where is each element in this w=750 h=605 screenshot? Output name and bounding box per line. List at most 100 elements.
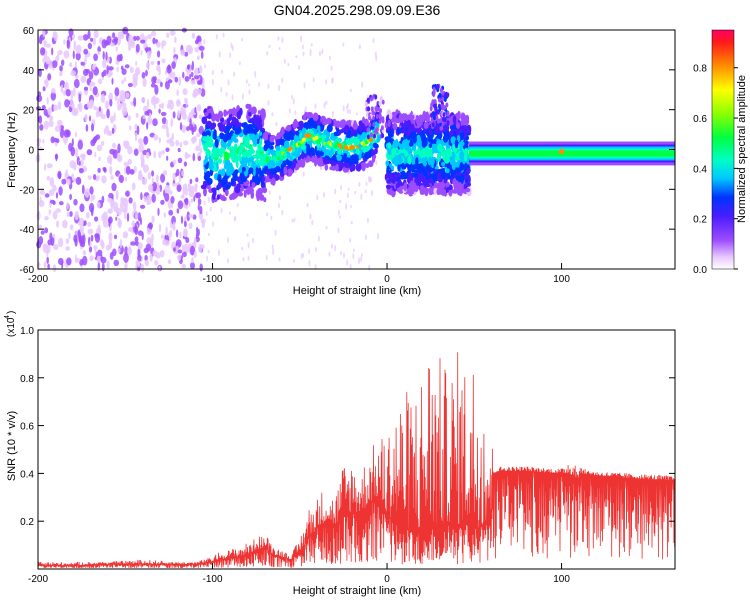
heatmap-cell — [82, 255, 88, 266]
heatmap-cell — [84, 188, 90, 198]
heatmap-cell — [401, 162, 405, 170]
heatmap-cell — [89, 186, 94, 195]
heatmap-cell — [106, 129, 111, 136]
colorbar-tick-label: 0.0 — [693, 265, 707, 276]
heatmap-cell — [378, 108, 382, 114]
heatmap-cell — [219, 117, 225, 123]
heatmap-cell — [172, 221, 176, 230]
heatmap-cell — [84, 113, 88, 122]
heatmap-cell — [354, 190, 357, 195]
heatmap-cell — [119, 238, 123, 249]
heatmap-cell — [314, 158, 318, 167]
heatmap-cell — [433, 187, 438, 195]
heatmap-cell — [203, 173, 210, 182]
heatmap-cell — [106, 260, 110, 270]
heatmap-cell — [42, 28, 46, 38]
heatmap-cell — [438, 118, 442, 124]
heatmap-cell — [81, 184, 85, 195]
heatmap-cell — [60, 84, 64, 94]
heatmap-cell — [113, 112, 116, 122]
heatmap-cell — [154, 260, 159, 266]
heatmap-cell — [298, 159, 304, 168]
heatmap-cell — [190, 198, 194, 203]
heatmap-cell — [364, 151, 370, 160]
heatmap-cell — [134, 236, 139, 243]
heatmap-cell — [160, 199, 165, 205]
heatmap-cell — [128, 34, 134, 45]
heatmap-cell — [43, 40, 47, 45]
heatmap-cell — [200, 184, 207, 190]
heatmap-cell — [230, 177, 234, 187]
heatmap-cell — [316, 125, 321, 132]
heatmap-cell — [88, 115, 92, 122]
heatmap-cell — [106, 65, 109, 75]
heatmap-cell — [108, 71, 113, 76]
spectrogram-x-label: Height of straight line (km) — [293, 285, 421, 297]
heatmap-cell — [51, 60, 58, 68]
heatmap-cell — [457, 135, 461, 142]
heatmap-cell — [197, 155, 202, 161]
heatmap-cell — [312, 112, 319, 122]
heatmap-cell — [298, 65, 301, 70]
heatmap-cell — [231, 45, 234, 51]
heatmap-cell — [309, 51, 312, 56]
heatmap-cell — [50, 237, 55, 247]
heatmap-cell — [334, 188, 337, 195]
heatmap-cell — [181, 251, 187, 258]
heatmap-cell — [72, 87, 76, 97]
heatmap-cell — [177, 249, 183, 254]
heatmap-cell — [182, 186, 185, 197]
heatmap-cell — [322, 157, 328, 165]
heatmap-cell — [131, 220, 136, 228]
heatmap-cell — [114, 36, 118, 43]
heatmap-cell — [415, 114, 419, 125]
heatmap-cell — [337, 227, 340, 234]
heatmap-cell — [151, 193, 156, 203]
heatmap-cell — [258, 81, 261, 87]
heatmap-cell — [276, 132, 282, 140]
heatmap-cell — [423, 121, 429, 129]
heatmap-cell — [252, 237, 255, 244]
heatmap-cell — [234, 169, 239, 174]
heatmap-cell — [191, 60, 194, 71]
heatmap-cell — [203, 39, 206, 44]
heatmap-cell — [302, 171, 305, 177]
heatmap-cell — [241, 166, 246, 172]
heatmap-cell — [321, 48, 324, 55]
heatmap-cell — [251, 182, 256, 188]
heatmap-cell — [465, 187, 471, 193]
heatmap-cell — [123, 252, 129, 263]
heatmap-cell — [65, 169, 68, 177]
heatmap-cell — [423, 113, 430, 118]
heatmap-cell — [217, 181, 222, 190]
heatmap-cell — [226, 152, 230, 160]
heatmap-cell — [460, 131, 465, 141]
heatmap-cell — [227, 236, 229, 244]
heatmap-cell — [262, 187, 268, 194]
heatmap-cell — [135, 43, 140, 53]
heatmap-cell — [39, 195, 42, 203]
heatmap-cell — [346, 163, 350, 169]
heatmap-cell — [364, 101, 368, 107]
heatmap-cell — [153, 150, 157, 159]
heatmap-cell — [152, 37, 156, 45]
y-tick-label: -20 — [20, 185, 35, 196]
spectrogram-y-label: Frequency (Hz) — [6, 112, 18, 188]
heatmap-cell — [172, 111, 176, 119]
heatmap-cell — [142, 114, 146, 120]
heatmap-cell — [152, 118, 158, 127]
heatmap-cell — [459, 174, 465, 183]
heatmap-cell — [277, 202, 280, 209]
x-tick-label: 100 — [553, 274, 570, 285]
heatmap-cell — [314, 264, 317, 269]
heatmap-cell — [142, 105, 149, 112]
heatmap-cell — [147, 171, 151, 180]
heatmap-cell — [378, 119, 382, 124]
heatmap-cell — [184, 188, 188, 196]
heatmap-cell — [319, 123, 325, 132]
heatmap-cell — [189, 245, 196, 256]
heatmap-band — [469, 150, 675, 157]
heatmap-cell — [108, 66, 114, 71]
heatmap-cell — [463, 124, 469, 130]
heatmap-cell — [372, 37, 375, 44]
